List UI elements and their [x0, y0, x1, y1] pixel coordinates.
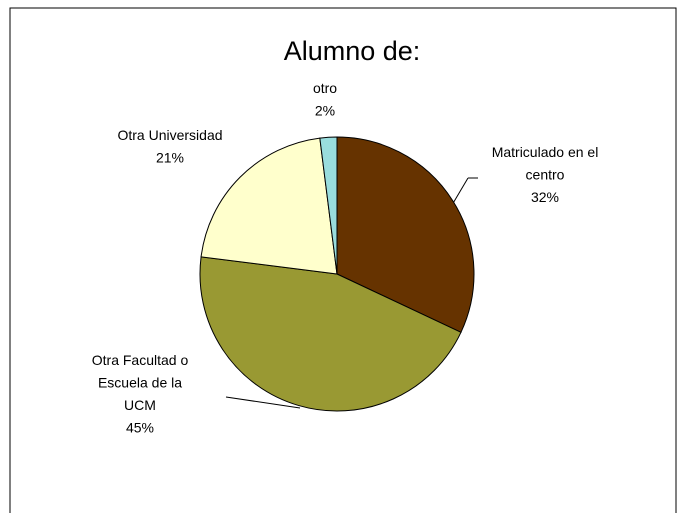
- chart-title: Alumno de:: [284, 36, 421, 66]
- chart-frame: [9, 7, 677, 513]
- value-label: 2%: [315, 103, 335, 119]
- value-label: 32%: [531, 189, 559, 205]
- slice-label: Otra Universidad: [117, 127, 222, 143]
- pie-slice: [200, 137, 338, 275]
- slice-label: Matriculado en el centro: [492, 144, 599, 183]
- slice-label: Otra Facultad o Escuela de la UCM: [92, 352, 189, 413]
- pie-slice: [319, 136, 338, 275]
- leader-line: [451, 177, 469, 206]
- leader-line: [225, 396, 301, 409]
- pie-slice: [336, 136, 475, 333]
- slice-label: otro: [313, 80, 337, 96]
- value-label: 45%: [126, 420, 154, 436]
- pie-slice: [199, 256, 462, 412]
- value-label: 21%: [156, 150, 184, 166]
